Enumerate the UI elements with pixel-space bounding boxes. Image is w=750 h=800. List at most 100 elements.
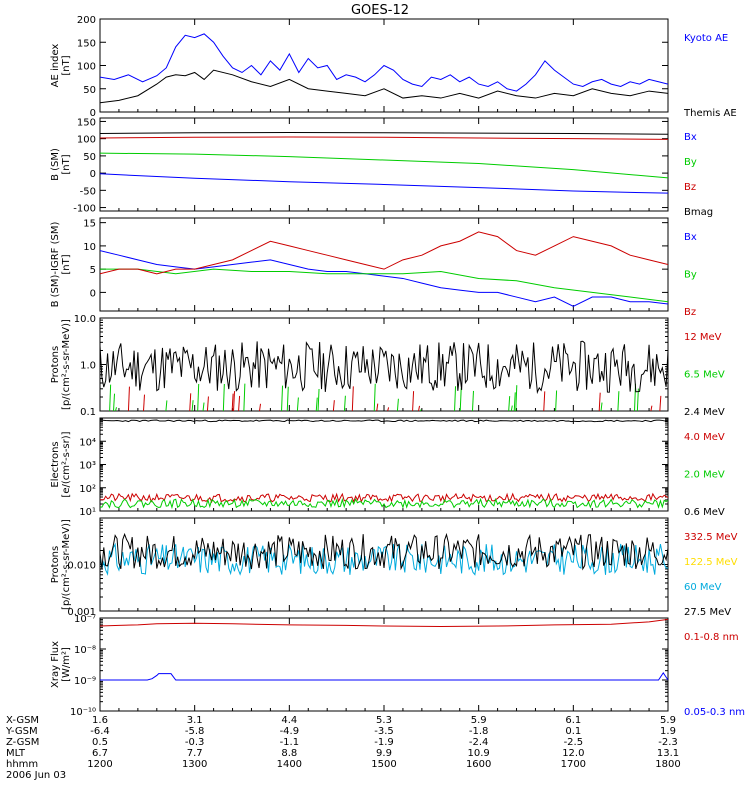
y-tick-label: 10⁻⁷ xyxy=(74,614,96,625)
panel-frame xyxy=(99,117,669,212)
series-spike-6-5-mev xyxy=(343,395,346,411)
series-spike-12-mev xyxy=(650,405,653,411)
panel-frame xyxy=(99,617,669,712)
series-line-0-1-0-8-nm xyxy=(100,618,668,628)
ephemeris-value: 1600 xyxy=(466,759,491,770)
series-spike-6-5-mev xyxy=(636,388,639,411)
series-line-kyoto-ae xyxy=(100,33,668,92)
ephemeris-value: 12.0 xyxy=(562,748,584,759)
panel-frame xyxy=(99,217,669,312)
ephemeris-value: 1.9 xyxy=(660,726,676,737)
ephemeris-value: -0.3 xyxy=(185,737,205,748)
ephemeris-value: 1200 xyxy=(87,759,112,770)
ephemeris-value: 3.1 xyxy=(187,715,203,726)
y-tick-label: 0.001 xyxy=(67,607,96,618)
series-spike-12-mev xyxy=(142,394,145,411)
series-line-themis-ae xyxy=(100,69,668,104)
y-tick-label: 0.1 xyxy=(80,407,96,418)
legend-label: Bmag xyxy=(684,207,713,218)
series-spike-6-5-mev xyxy=(286,386,289,411)
series-line-27-5-mev xyxy=(100,532,668,571)
ephemeris-value: 10.9 xyxy=(468,748,490,759)
y-axis-label-line: Xray Flux xyxy=(50,641,61,688)
ephemeris-row-label: X-GSM xyxy=(6,715,39,726)
legend-label: 12 MeV xyxy=(684,332,722,343)
ephemeris-value: 4.4 xyxy=(281,715,297,726)
ephemeris-value: 0.5 xyxy=(92,737,108,748)
ephemeris-value: 5.3 xyxy=(376,715,392,726)
series-line-0-05-0-3-nm xyxy=(100,671,668,681)
y-axis-label: Electrons[e/(cm²-s-sr)] xyxy=(50,431,72,497)
ephemeris-value: 1800 xyxy=(655,759,680,770)
series-spike-6-5-mev xyxy=(296,397,299,411)
series-spike-6-5-mev xyxy=(109,384,112,411)
legend-label: 0.6 MeV xyxy=(684,507,725,518)
series-spike-12-mev xyxy=(387,407,390,411)
y-axis-label-line: B (SM) xyxy=(50,148,61,181)
y-tick-label: 150 xyxy=(77,117,96,128)
series-spike-6-5-mev xyxy=(202,402,205,411)
legend-label: By xyxy=(684,157,697,168)
series-spike-6-5-mev xyxy=(191,400,194,411)
y-axis-label-line: Electrons xyxy=(50,441,61,487)
y-axis-label: B (SM)-IGRF (SM)[nT] xyxy=(50,222,72,308)
ephemeris-value: -2.5 xyxy=(564,737,584,748)
ephemeris-table: X-GSM 1.6 3.1 4.4 5.3 5.9 6.1 5.9Y-GSM -6.4 -5.8-… xyxy=(5,715,681,781)
y-tick-label: 150 xyxy=(77,38,96,49)
y-axis-label-line: AE index xyxy=(50,44,61,88)
y-tick-label: -100 xyxy=(73,204,96,215)
series-spike-12-mev xyxy=(659,395,662,411)
series-spike-6-5-mev xyxy=(197,383,200,411)
series-line-60-mev xyxy=(100,542,668,576)
y-tick-label: 0 xyxy=(90,108,96,119)
legend-label: Bx xyxy=(684,232,697,243)
y-tick-label: 10¹ xyxy=(79,507,96,518)
legend-label: 332.5 MeV xyxy=(684,532,738,543)
series-spike-12-mev xyxy=(418,405,421,411)
series-spike-12-mev xyxy=(332,400,335,411)
ephemeris-value: 9.9 xyxy=(376,748,392,759)
series-spike-6-5-mev xyxy=(617,391,620,411)
series-group xyxy=(100,340,668,411)
y-tick-label: 10 xyxy=(83,242,96,253)
ephemeris-value: -6.4 xyxy=(90,726,110,737)
y-tick-label: 0 xyxy=(90,288,96,299)
ephemeris-value: 7.7 xyxy=(187,748,203,759)
series-line-bx xyxy=(100,250,668,307)
ephemeris-value: 6.7 xyxy=(92,748,108,759)
legend-label: Bz xyxy=(684,307,696,318)
ephemeris-value: 1300 xyxy=(182,759,207,770)
series-spike-12-mev xyxy=(127,386,130,411)
series-group xyxy=(100,231,668,307)
ephemeris-value: -5.8 xyxy=(185,726,205,737)
y-tick-label: 0 xyxy=(90,169,96,180)
y-tick-label: 5 xyxy=(90,265,96,276)
y-tick-label: -50 xyxy=(80,186,96,197)
ephemeris-value: 5.9 xyxy=(471,715,487,726)
series-group xyxy=(100,131,668,194)
ephemeris-value: -1.1 xyxy=(280,737,300,748)
y-tick-label: 50 xyxy=(83,152,96,163)
series-group xyxy=(100,33,668,104)
series-spike-6-5-mev xyxy=(471,390,474,411)
series-group xyxy=(100,419,668,510)
series-spike-6-5-mev xyxy=(113,393,116,411)
panel-frame xyxy=(99,317,669,412)
ephemeris-value: 1.6 xyxy=(92,715,108,726)
legend-label: 4.0 MeV xyxy=(684,432,725,443)
ephemeris-value: 6.1 xyxy=(565,715,581,726)
series-line-by xyxy=(100,152,668,179)
ephemeris-value: 1500 xyxy=(371,759,396,770)
legend-label: 27.5 MeV xyxy=(684,607,731,618)
ephemeris-value: -1.8 xyxy=(469,726,489,737)
series-spike-6-5-mev xyxy=(508,396,511,411)
y-tick-label: 10³ xyxy=(79,461,96,472)
panel-7: 10⁻¹⁰ 10⁻⁹ 10⁻⁸ 10⁻⁷ Xray Flux[W/m²] 0.1-0.8 … xyxy=(50,614,745,718)
series-spike-6-5-mev xyxy=(396,398,399,411)
y-axis-label-line: B (SM)-IGRF (SM) xyxy=(50,222,61,308)
y-tick-label: 50 xyxy=(83,85,96,96)
series-spike-12-mev xyxy=(189,393,192,411)
